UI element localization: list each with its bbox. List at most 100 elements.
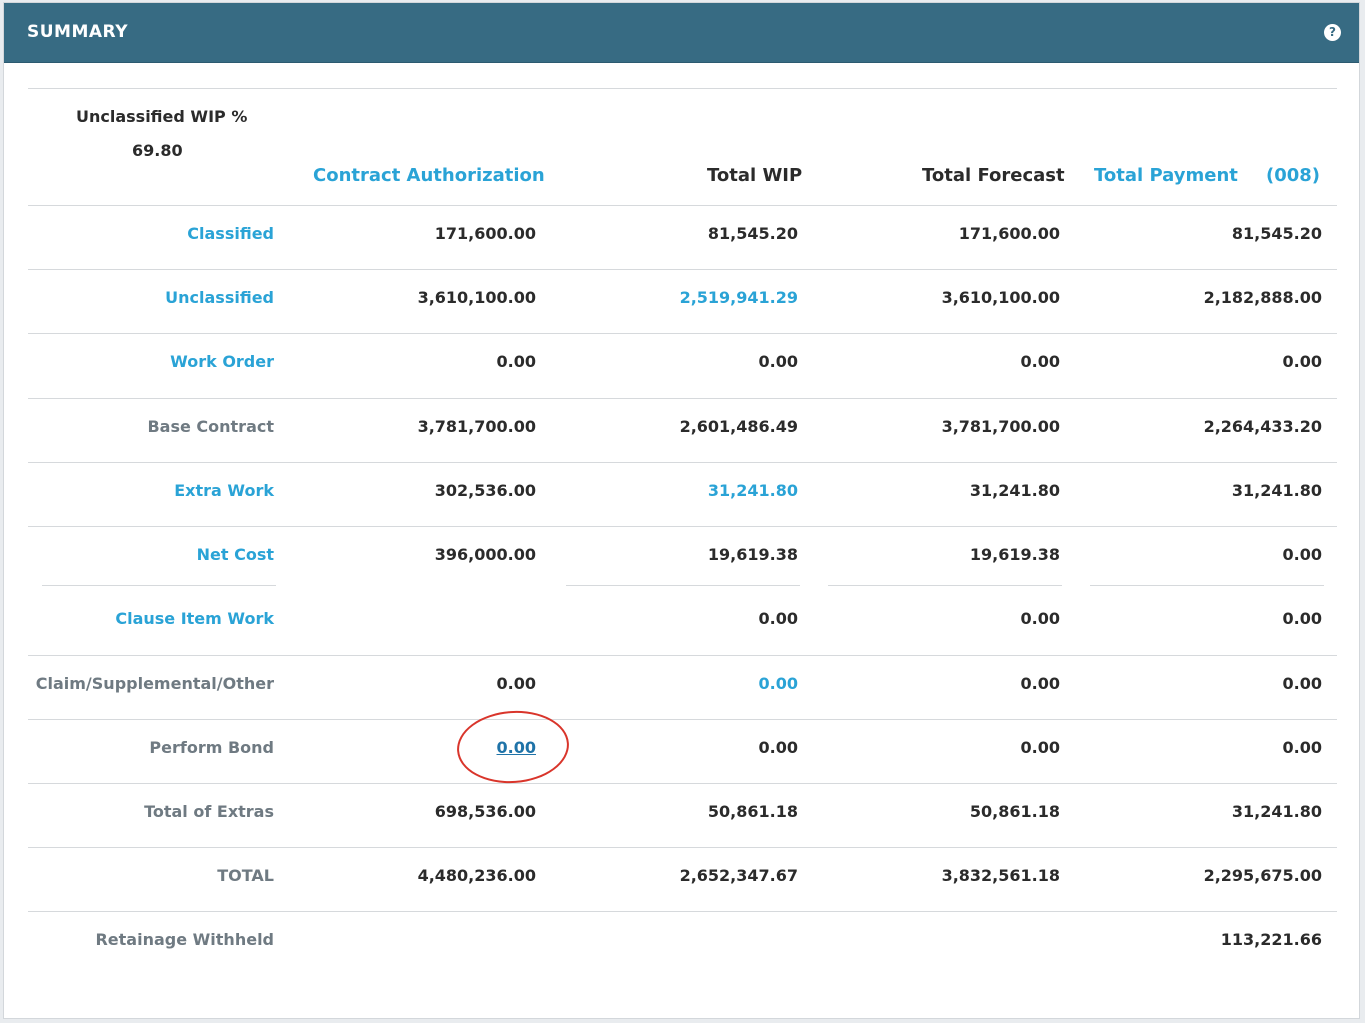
- net-cost-total-payment: 0.00: [1282, 545, 1322, 564]
- total-total-payment: 2,295,675.00: [1203, 866, 1322, 885]
- total-wip-header: Total WIP: [707, 165, 803, 186]
- row-extra-work: Extra Work 302,536.00 31,241.80 31,241.8…: [4, 459, 1359, 523]
- base-contract-total-forecast: 3,781,700.00: [941, 417, 1060, 436]
- divider: [28, 205, 1337, 206]
- claim-total-payment: 0.00: [1282, 674, 1322, 693]
- divider: [28, 462, 1337, 463]
- base-contract-label: Base Contract: [147, 417, 274, 436]
- clause-item-work-total-wip: 0.00: [758, 609, 798, 628]
- total-payment-header[interactable]: Total Payment: [1094, 165, 1238, 186]
- panel-title: SUMMARY: [27, 22, 129, 42]
- classified-contract-auth: 171,600.00: [434, 224, 536, 243]
- perform-bond-contract-auth-cell: 0.00: [294, 716, 536, 780]
- question-circle-icon[interactable]: ?: [1324, 24, 1341, 41]
- unclassified-total-wip-cell: 2,519,941.29: [556, 266, 798, 330]
- unclassified-label[interactable]: Unclassified: [165, 288, 274, 307]
- net-cost-label[interactable]: Net Cost: [196, 545, 274, 564]
- perform-bond-contract-auth-link[interactable]: 0.00: [496, 738, 536, 757]
- total-extras-total-wip: 50,861.18: [707, 802, 798, 821]
- clause-item-work-label[interactable]: Clause Item Work: [115, 609, 274, 628]
- extra-work-total-forecast: 31,241.80: [969, 481, 1060, 500]
- unclassified-wip-value: 69.80: [132, 141, 183, 160]
- unclassified-wip-label: Unclassified WIP %: [76, 107, 248, 126]
- retainage-total-payment: 113,221.66: [1220, 930, 1322, 949]
- net-cost-total-wip: 19,619.38: [707, 545, 798, 564]
- summary-content: Unclassified WIP % 69.80 Contract Author…: [4, 63, 1359, 1018]
- classified-total-payment: 81,545.20: [1231, 224, 1322, 243]
- work-order-total-payment: 0.00: [1282, 352, 1322, 371]
- net-cost-total-forecast: 19,619.38: [969, 545, 1060, 564]
- total-total-wip: 2,652,347.67: [679, 866, 798, 885]
- row-claim-supplemental-other: Claim/Supplemental/Other 0.00 0.00 0.00 …: [4, 652, 1359, 716]
- row-net-cost: Net Cost 396,000.00 19,619.38 19,619.38 …: [4, 523, 1359, 587]
- base-contract-total-payment: 2,264,433.20: [1203, 417, 1322, 436]
- work-order-label[interactable]: Work Order: [170, 352, 274, 371]
- divider: [28, 847, 1337, 848]
- divider: [28, 398, 1337, 399]
- sub-divider: [1090, 585, 1324, 586]
- total-forecast-header: Total Forecast: [922, 165, 1065, 186]
- total-extras-label: Total of Extras: [144, 802, 274, 821]
- total-extras-total-payment: 31,241.80: [1231, 802, 1322, 821]
- divider: [28, 783, 1337, 784]
- perform-bond-total-payment: 0.00: [1282, 738, 1322, 757]
- extra-work-total-wip-link[interactable]: 31,241.80: [707, 481, 798, 500]
- clause-item-work-total-payment: 0.00: [1282, 609, 1322, 628]
- summary-panel: SUMMARY ? Unclassified WIP % 69.80 Contr…: [3, 2, 1360, 1019]
- row-total-of-extras: Total of Extras 698,536.00 50,861.18 50,…: [4, 780, 1359, 844]
- unclassified-contract-auth: 3,610,100.00: [417, 288, 536, 307]
- perform-bond-label: Perform Bond: [149, 738, 274, 757]
- base-contract-contract-auth: 3,781,700.00: [417, 417, 536, 436]
- extra-work-total-payment: 31,241.80: [1231, 481, 1322, 500]
- clause-item-work-total-forecast: 0.00: [1020, 609, 1060, 628]
- total-extras-total-forecast: 50,861.18: [969, 802, 1060, 821]
- divider: [28, 911, 1337, 912]
- divider: [28, 719, 1337, 720]
- claim-total-forecast: 0.00: [1020, 674, 1060, 693]
- total-total-forecast: 3,832,561.18: [941, 866, 1060, 885]
- net-cost-contract-auth: 396,000.00: [434, 545, 536, 564]
- work-order-total-forecast: 0.00: [1020, 352, 1060, 371]
- unclassified-total-wip-link[interactable]: 2,519,941.29: [679, 288, 798, 307]
- claim-total-wip-cell: 0.00: [556, 652, 798, 716]
- total-contract-auth: 4,480,236.00: [417, 866, 536, 885]
- unclassified-total-payment: 2,182,888.00: [1203, 288, 1322, 307]
- row-retainage-withheld: Retainage Withheld 113,221.66: [4, 908, 1359, 972]
- unclassified-total-forecast: 3,610,100.00: [941, 288, 1060, 307]
- perform-bond-total-forecast: 0.00: [1020, 738, 1060, 757]
- sub-divider: [566, 585, 800, 586]
- perform-bond-total-wip: 0.00: [758, 738, 798, 757]
- sub-divider: [828, 585, 1062, 586]
- base-contract-total-wip: 2,601,486.49: [679, 417, 798, 436]
- extra-work-contract-auth: 302,536.00: [434, 481, 536, 500]
- divider: [28, 88, 1337, 89]
- work-order-contract-auth: 0.00: [496, 352, 536, 371]
- row-perform-bond: Perform Bond 0.00 0.00 0.00 0.00: [4, 716, 1359, 780]
- classified-total-wip: 81,545.20: [707, 224, 798, 243]
- total-label: TOTAL: [217, 866, 274, 885]
- divider: [28, 269, 1337, 270]
- row-clause-item-work: Clause Item Work 0.00 0.00 0.00: [4, 587, 1359, 651]
- work-order-total-wip: 0.00: [758, 352, 798, 371]
- claim-contract-auth: 0.00: [496, 674, 536, 693]
- retainage-label: Retainage Withheld: [95, 930, 274, 949]
- classified-label[interactable]: Classified: [187, 224, 274, 243]
- payment-count-link[interactable]: (008): [1266, 165, 1321, 186]
- claim-label: Claim/Supplemental/Other: [35, 674, 274, 693]
- contract-authorization-header[interactable]: Contract Authorization: [313, 165, 545, 186]
- extra-work-label[interactable]: Extra Work: [174, 481, 274, 500]
- divider: [28, 655, 1337, 656]
- sub-divider: [42, 585, 276, 586]
- total-extras-contract-auth: 698,536.00: [434, 802, 536, 821]
- claim-total-wip-link[interactable]: 0.00: [758, 674, 798, 693]
- row-unclassified: Unclassified 3,610,100.00 2,519,941.29 3…: [4, 266, 1359, 330]
- row-total: TOTAL 4,480,236.00 2,652,347.67 3,832,56…: [4, 844, 1359, 908]
- panel-header: SUMMARY ?: [4, 3, 1359, 63]
- extra-work-total-wip-cell: 31,241.80: [556, 459, 798, 523]
- divider: [28, 333, 1337, 334]
- row-work-order: Work Order 0.00 0.00 0.00 0.00: [4, 330, 1359, 394]
- classified-total-forecast: 171,600.00: [958, 224, 1060, 243]
- divider: [28, 526, 1337, 527]
- row-base-contract: Base Contract 3,781,700.00 2,601,486.49 …: [4, 395, 1359, 459]
- row-classified: Classified 171,600.00 81,545.20 171,600.…: [4, 202, 1359, 266]
